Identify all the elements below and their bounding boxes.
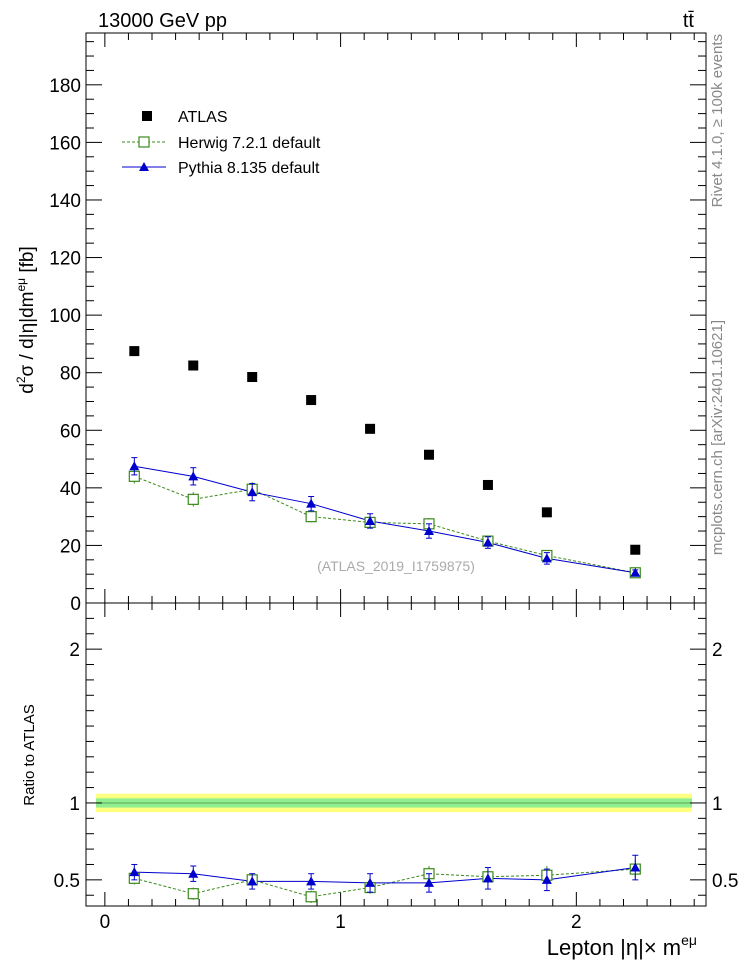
ratio-pythia-point [365,877,376,887]
ratio-herwig-point [187,888,199,900]
x-axis-label: Lepton |η|× meμ [547,932,697,960]
atlas-point [365,423,376,434]
atlas-point [424,449,435,460]
svg-text:d2σ / d|η|dmeμ [fb]: d2σ / d|η|dmeμ [fb] [14,246,38,394]
ratio-ytick-label-right: 2 [712,640,723,661]
ratio-frame [85,602,707,907]
atlas-point [188,360,199,371]
atlas-point [247,372,258,383]
watermark: (ATLAS_2019_I1759875) [317,558,475,574]
mcplots-label: mcplots.cern.ch [arXiv:2401.10621] [709,320,726,555]
ratio-pythia-point [424,877,435,887]
ratio-pythia-point [247,876,258,886]
atlas-point [482,479,493,490]
main-ytick-label: 180 [49,76,81,97]
process-label: tt̄ [683,10,695,32]
legend-label-herwig: Herwig 7.2.1 default [178,135,321,152]
atlas-point [129,346,140,357]
pythia-point [365,515,376,525]
main-ytick-label: 20 [60,536,81,557]
ratio-pythia-line [134,867,636,884]
atlas-point [306,395,317,406]
atlas-point [541,507,552,518]
main-ytick-label: 140 [49,191,81,212]
legend-marker-pythia [139,162,149,171]
ratio-pythia-point [482,873,493,883]
ratio-ytick-label-right: 1 [712,794,723,815]
ratio-herwig-point [305,891,317,903]
ratio-pythia-point [306,876,317,886]
ratio-ytick-label-right: 0.5 [712,871,738,892]
ratio-ytick-label: 1 [69,794,80,815]
main-ytick-label: 100 [49,306,81,327]
main-ytick-label: 40 [60,479,81,500]
rivet-label: Rivet 4.1.0, ≥ 100k events [709,34,726,207]
ratio-xtick-label: 2 [571,912,582,933]
legend-label-atlas: ATLAS [178,109,228,126]
pythia-line [134,465,636,574]
herwig-point [187,493,199,505]
legend-label-pythia: Pythia 8.135 default [178,160,320,177]
main-y-axis-label: d2σ / d|η|dmeμ [fb] [14,246,38,394]
ratio-panel: 0.5 0.5 1 1 2 2 0 1 2 Ratio to ATLAS Lepton |η|×… [21,602,738,960]
legend-marker-atlas [142,111,152,121]
legend-marker-herwig [138,136,150,148]
ratio-pythia-point [188,868,199,878]
main-ytick-label: 0 [70,594,81,615]
pythia-point [424,526,435,536]
main-panel: 0 20 40 60 80 100 120 140 160 180 (ATLAS_2019_I17… [14,32,707,615]
ratio-pythia-point [129,867,140,877]
atlas-point [630,544,641,555]
pythia-point [630,567,641,577]
ratio-pythia-point [541,874,552,884]
ratio-ytick-label: 2 [69,640,80,661]
ratio-xtick-label: 0 [100,912,111,933]
herwig-point [305,511,317,523]
pythia-point [247,487,258,497]
ratio-pythia-point [630,862,641,872]
ratio-y-axis-label: Ratio to ATLAS [21,704,38,805]
ratio-xtick-label: 1 [335,912,346,933]
energy-label: 13000 GeV pp [98,10,227,32]
main-ytick-label: 120 [49,249,81,270]
legend: ATLAS Herwig 7.2.1 default Pythia 8.135 … [122,109,321,177]
pythia-point [306,498,317,508]
main-ytick-label: 60 [60,421,81,442]
pythia-point [188,471,199,481]
pythia-point [129,461,140,471]
main-ytick-label: 80 [60,364,81,385]
ratio-ytick-label: 0.5 [54,871,80,892]
svg-text:Lepton |η|× meμ: Lepton |η|× meμ [547,932,697,960]
main-ytick-label: 160 [49,133,81,154]
pythia-point [541,553,552,563]
pythia-point [482,537,493,547]
